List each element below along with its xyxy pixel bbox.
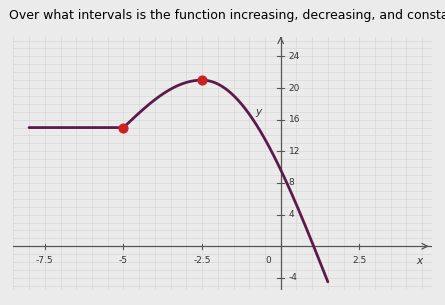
- Text: Over what intervals is the function increasing, decreasing, and constant?: Over what intervals is the function incr…: [9, 9, 445, 22]
- Text: 4: 4: [288, 210, 294, 219]
- Text: 0: 0: [265, 256, 271, 265]
- Text: -5: -5: [119, 256, 128, 265]
- Point: [198, 78, 206, 83]
- Text: 24: 24: [288, 52, 300, 61]
- Text: 8: 8: [288, 178, 294, 188]
- Text: 16: 16: [288, 115, 300, 124]
- Text: x: x: [416, 256, 422, 266]
- Text: -4: -4: [288, 273, 297, 282]
- Text: 2.5: 2.5: [352, 256, 366, 265]
- Text: 12: 12: [288, 147, 300, 156]
- Point: [120, 125, 127, 130]
- Text: y: y: [256, 107, 262, 117]
- Text: 20: 20: [288, 84, 300, 92]
- Text: -7.5: -7.5: [36, 256, 53, 265]
- Text: -2.5: -2.5: [193, 256, 211, 265]
